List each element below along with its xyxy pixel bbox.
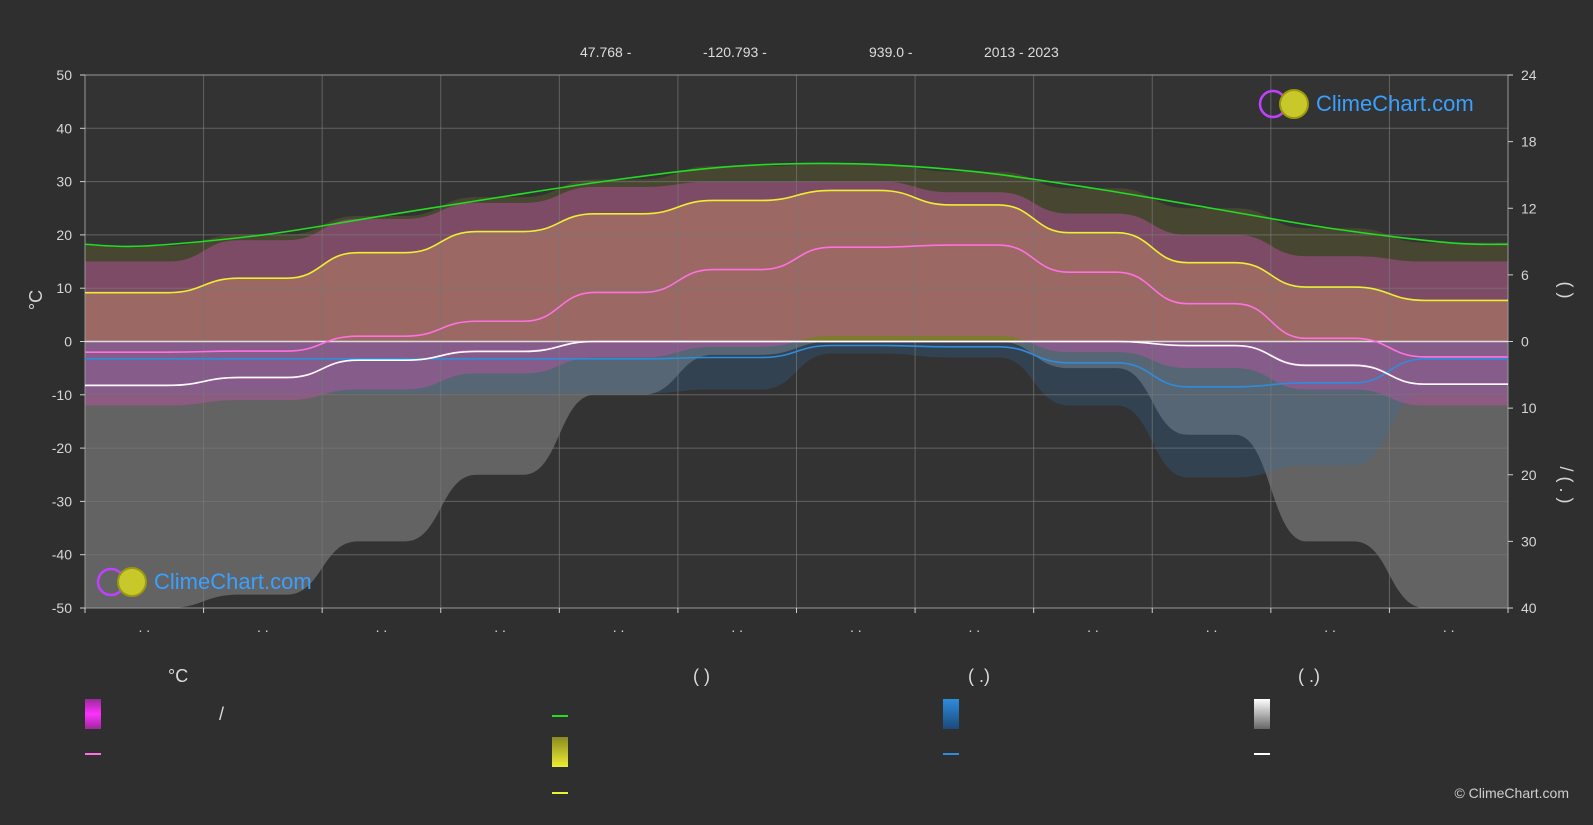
series-daylight-line [84, 162, 1509, 248]
y-right-tick-label: 12 [1521, 200, 1537, 216]
y-left-tick-label: -10 [52, 387, 72, 403]
y-left-tick-label: 40 [56, 120, 72, 136]
series-snow-line [85, 340, 1508, 387]
x-tick-label: . . [1324, 619, 1336, 635]
header-elevation: 939.0 - [869, 44, 913, 60]
legend-snow-line-swatch [1254, 753, 1270, 755]
logo-bottom[interactable]: ClimeChart.com [96, 566, 312, 598]
legend-sun-title: ( ) [693, 666, 710, 686]
y-right-tick-label: 6 [1521, 267, 1529, 283]
legend-sunshine-line-swatch [552, 792, 568, 794]
x-tick-label: . . [731, 619, 743, 635]
logo-icon [96, 567, 147, 597]
x-tick-label: . . [138, 619, 150, 635]
y-left-tick-label: 20 [56, 227, 72, 243]
y-right-bottom-label: / ( . ) [1556, 467, 1576, 504]
legend-rain-swatch [943, 699, 959, 729]
y-left-tick-label: -50 [52, 600, 72, 616]
header-latitude: 47.768 - [580, 44, 632, 60]
legend-snow-title: ( .) [1298, 666, 1320, 686]
legend-rain-title: ( .) [968, 666, 990, 686]
logo-text: ClimeChart.com [154, 569, 312, 594]
y-right-tick-label: 40 [1521, 600, 1537, 616]
series-temp_max-line [85, 244, 1508, 358]
series-rain-line [85, 344, 1508, 388]
legend-temp-range-text: / [219, 704, 225, 724]
x-tick-label: . . [376, 619, 388, 635]
y-left-tick-label: 30 [56, 174, 72, 190]
logo-text: ClimeChart.com [1316, 91, 1474, 116]
legend-temp-title: °C [168, 666, 189, 686]
x-tick-label: . . [969, 619, 981, 635]
legend-sunshine-swatch [552, 737, 568, 767]
y-right-tick-label: 18 [1521, 134, 1537, 150]
y-left-tick-label: 0 [64, 334, 72, 350]
y-left-tick-label: 10 [56, 280, 72, 296]
y-left-label: °C [26, 290, 46, 310]
legend-temp-range-swatch [85, 699, 101, 729]
legend-daylight-swatch [552, 715, 568, 717]
x-tick-label: . . [1443, 619, 1455, 635]
legend-temp-line-swatch [85, 753, 101, 755]
x-tick-label: . . [257, 619, 269, 635]
x-tick-label: . . [1087, 619, 1099, 635]
y-right-tick-label: 20 [1521, 467, 1537, 483]
y-left-tick-label: -20 [52, 440, 72, 456]
y-right-tick-label: 10 [1521, 400, 1537, 416]
legend-snow-swatch [1254, 699, 1270, 729]
legend-rain-line-swatch [943, 753, 959, 755]
logo-icon [1258, 89, 1309, 119]
x-tick-label: . . [613, 619, 625, 635]
x-tick-label: . . [850, 619, 862, 635]
x-tick-label: . . [1206, 619, 1218, 635]
logo-top[interactable]: ClimeChart.com [1258, 88, 1474, 120]
y-left-tick-label: -30 [52, 493, 72, 509]
y-right-tick-label: 30 [1521, 533, 1537, 549]
y-left-tick-label: 50 [56, 67, 72, 83]
y-right-tick-label: 0 [1521, 334, 1529, 350]
copyright: © ClimeChart.com [1454, 785, 1569, 801]
header-years: 2013 - 2023 [984, 44, 1059, 60]
series-sunshine-line [85, 189, 1508, 302]
y-right-tick-label: 24 [1521, 67, 1537, 83]
y-left-tick-label: -40 [52, 547, 72, 563]
x-tick-label: . . [494, 619, 506, 635]
header-longitude: -120.793 - [703, 44, 767, 60]
y-right-top-label: ( ) [1556, 282, 1576, 299]
